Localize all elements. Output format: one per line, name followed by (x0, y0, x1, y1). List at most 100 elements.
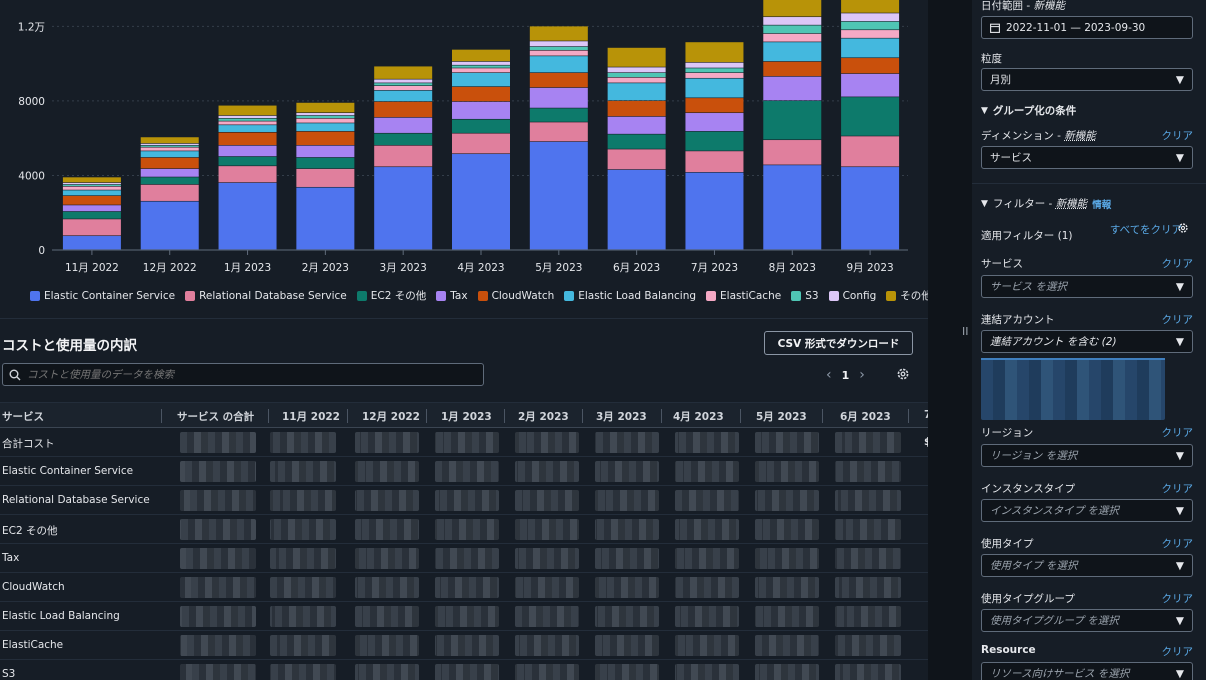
region-clear[interactable]: クリア (1161, 427, 1194, 439)
bar-segment[interactable] (374, 83, 433, 86)
bar-segment[interactable] (62, 195, 121, 205)
bar-segment[interactable] (529, 46, 588, 50)
filters-header[interactable]: ▼ フィルター - 新機能 情報 (981, 196, 1111, 211)
bar-segment[interactable] (374, 86, 433, 91)
bar-segment[interactable] (841, 30, 900, 38)
bar-segment[interactable] (529, 122, 588, 142)
bar-segment[interactable] (62, 177, 121, 183)
date-range-picker[interactable]: 2022-11-01 — 2023-09-30 (981, 16, 1193, 39)
bar-segment[interactable] (607, 149, 666, 170)
bar-segment[interactable] (452, 61, 510, 65)
bar-segment[interactable] (763, 33, 822, 42)
bar-segment[interactable] (685, 172, 744, 250)
bar-segment[interactable] (452, 65, 510, 68)
bar-segment[interactable] (62, 236, 121, 250)
bar-segment[interactable] (218, 118, 277, 121)
bar-segment[interactable] (296, 115, 355, 119)
column-separator[interactable] (908, 409, 909, 423)
bar-segment[interactable] (529, 108, 588, 122)
column-separator[interactable] (822, 409, 823, 423)
bar-segment[interactable] (140, 157, 199, 169)
bar-segment[interactable] (62, 219, 121, 236)
bar-segment[interactable] (529, 26, 588, 41)
column-separator[interactable] (347, 409, 348, 423)
linked-account-clear[interactable]: クリア (1161, 314, 1194, 326)
bar-segment[interactable] (374, 145, 433, 167)
bar-segment[interactable] (607, 72, 666, 78)
dimension-clear[interactable]: クリア (1161, 130, 1194, 142)
bar-segment[interactable] (218, 125, 277, 132)
service-filter-clear[interactable]: クリア (1161, 258, 1194, 270)
bar-segment[interactable] (763, 140, 822, 165)
bar-segment[interactable] (296, 157, 355, 169)
bar-segment[interactable] (218, 105, 277, 116)
prev-page-icon[interactable]: ‹ (826, 367, 832, 383)
bar-segment[interactable] (529, 72, 588, 88)
bar-segment[interactable] (529, 87, 588, 108)
bar-segment[interactable] (296, 102, 355, 113)
bar-segment[interactable] (296, 123, 355, 132)
bar-segment[interactable] (841, 13, 900, 22)
bar-segment[interactable] (607, 47, 666, 67)
bar-segment[interactable] (685, 98, 744, 113)
bar-segment[interactable] (607, 169, 666, 250)
column-header[interactable]: 4月 2023 (673, 411, 724, 423)
bar-segment[interactable] (374, 167, 433, 250)
legend-item[interactable]: S3 (791, 290, 819, 302)
bar-segment[interactable] (62, 184, 121, 187)
column-header[interactable]: 12月 2022 (362, 411, 420, 423)
bar-segment[interactable] (62, 186, 121, 190)
bar-segment[interactable] (763, 76, 822, 101)
column-separator[interactable] (504, 409, 505, 423)
bar-segment[interactable] (841, 38, 900, 58)
bar-segment[interactable] (607, 83, 666, 101)
bar-segment[interactable] (140, 137, 199, 144)
granularity-select[interactable]: 月別 ▼ (981, 68, 1193, 91)
legend-item[interactable]: Elastic Load Balancing (564, 290, 696, 302)
bar-segment[interactable] (607, 67, 666, 73)
bar-segment[interactable] (841, 97, 900, 136)
bar-segment[interactable] (140, 143, 199, 146)
column-separator[interactable] (268, 409, 269, 423)
bar-segment[interactable] (685, 131, 744, 151)
column-header[interactable]: 5月 2023 (756, 411, 807, 423)
bar-segment[interactable] (685, 113, 744, 132)
column-separator[interactable] (661, 409, 662, 423)
bar-segment[interactable] (374, 79, 433, 83)
bar-segment[interactable] (529, 41, 588, 47)
panel-splitter[interactable] (928, 0, 958, 680)
bar-segment[interactable] (685, 78, 744, 98)
legend-item[interactable]: Elastic Container Service (30, 290, 175, 302)
bar-segment[interactable] (296, 187, 355, 250)
bar-segment[interactable] (218, 156, 277, 166)
bar-segment[interactable] (529, 56, 588, 73)
bar-segment[interactable] (841, 167, 900, 250)
bar-segment[interactable] (62, 182, 121, 185)
bar-segment[interactable] (763, 165, 822, 250)
bar-segment[interactable] (841, 0, 900, 13)
bar-segment[interactable] (607, 77, 666, 83)
legend-item[interactable]: Relational Database Service (185, 290, 347, 302)
bar-segment[interactable] (218, 166, 277, 183)
bar-segment[interactable] (140, 147, 199, 151)
linked-account-select[interactable]: 連結アカウント を含む (2) ▼ (981, 330, 1193, 353)
bar-segment[interactable] (607, 116, 666, 134)
bar-segment[interactable] (841, 21, 900, 30)
bar-segment[interactable] (296, 168, 355, 187)
bar-segment[interactable] (763, 42, 822, 62)
column-header[interactable]: 11月 2022 (282, 411, 340, 423)
bar-segment[interactable] (62, 211, 121, 219)
bar-segment[interactable] (296, 145, 355, 158)
bar-segment[interactable] (140, 177, 199, 185)
bar-segment[interactable] (218, 182, 277, 250)
legend-item[interactable]: Tax (436, 290, 468, 302)
bar-segment[interactable] (607, 100, 666, 117)
legend-item[interactable]: EC2 その他 (356, 288, 426, 303)
csv-download-button[interactable]: CSV 形式でダウンロード (764, 331, 913, 355)
column-header[interactable]: 1月 2023 (441, 411, 492, 423)
gear-icon[interactable] (1177, 222, 1189, 234)
region-select[interactable]: リージョン を選択 ▼ (981, 444, 1193, 467)
column-header[interactable]: 7 (924, 409, 928, 421)
group-by-header[interactable]: ▼ グループ化の条件 (981, 103, 1076, 118)
bar-segment[interactable] (374, 101, 433, 118)
